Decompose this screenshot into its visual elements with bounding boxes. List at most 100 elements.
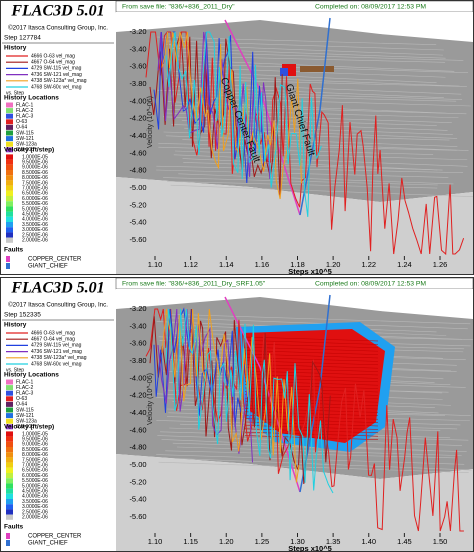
y-axis-label: Velocity (10^-06) <box>147 96 154 148</box>
velocity-swatch <box>6 201 13 207</box>
y-tick-label: -3.20 <box>129 27 146 36</box>
velocity-swatch <box>6 164 13 170</box>
y-tick-label: -4.40 <box>129 408 146 417</box>
bench-line <box>163 131 450 141</box>
location-label: SW-123a <box>16 419 37 425</box>
bench-line <box>165 135 458 147</box>
velocity-label: 6.5000E-06 <box>22 468 48 474</box>
velocity-swatch <box>6 159 13 165</box>
panel: FLAC3D 5.01 ©2017 Itasca Consulting Group… <box>0 277 474 552</box>
location-swatch <box>6 390 13 396</box>
velocity-swatch <box>6 227 13 233</box>
velocity-label: 4.0000E-06 <box>22 494 48 500</box>
velocity-label: 7.5000E-06 <box>22 180 48 186</box>
software-title: FLAC3D 5.01 <box>10 3 104 20</box>
fault-trace <box>299 17 331 216</box>
terrain-lower <box>116 454 473 551</box>
zone-hatch <box>244 408 379 413</box>
velocity-label: 5.5000E-06 <box>22 201 48 207</box>
zone-hatch <box>244 404 379 410</box>
velocity-label: 2.5000E-06 <box>22 232 48 238</box>
y-tick-label: -3.60 <box>129 62 146 71</box>
velocity-label: 4.0000E-06 <box>22 217 48 223</box>
velocity-swatch <box>6 154 13 160</box>
vs-step: vs. Step <box>6 91 24 97</box>
velocity-label: 9.0000E-06 <box>22 442 48 448</box>
location-swatch <box>6 396 13 402</box>
velocity-label: 7.5000E-06 <box>22 457 48 463</box>
bench-line <box>167 181 438 189</box>
x-tick-label: 1.50 <box>433 537 448 546</box>
history-curve <box>153 307 245 427</box>
zone-hatch <box>244 411 379 417</box>
zone-hatch <box>244 346 379 352</box>
velocity-swatch <box>6 514 13 520</box>
step: Step 127784 <box>4 35 41 42</box>
velocity-swatch <box>6 488 13 494</box>
zone-hatch <box>244 353 379 359</box>
y-tick-label: -4.60 <box>129 425 146 434</box>
location-swatch <box>6 124 13 130</box>
x-tick-label: 1.26 <box>433 260 448 269</box>
x-tick-label: 1.10 <box>148 537 163 546</box>
bench-line <box>165 450 458 459</box>
history-curve <box>161 308 300 483</box>
velocity-swatch <box>6 452 13 458</box>
y-tick-label: -5.60 <box>129 512 146 521</box>
velocity-label: 8.5000E-06 <box>22 170 48 176</box>
velocity-swatch <box>6 216 13 222</box>
velocity-heading: Velocity (ft/step) <box>4 147 54 154</box>
history-label: 4768 SW-60c vel_mag <box>31 84 82 90</box>
location-label: FLAC-1 <box>16 379 33 385</box>
location-label: O-63 <box>16 119 27 125</box>
zone-hatch <box>244 343 379 349</box>
velocity-swatch <box>6 462 13 468</box>
history-curve <box>145 308 464 532</box>
location-swatch <box>6 379 13 385</box>
location-swatch <box>6 418 13 424</box>
faults-heading: Faults <box>4 524 24 531</box>
bench-line <box>164 108 459 119</box>
x-axis-label: Steps x10^5 <box>288 267 332 276</box>
velocity-swatch <box>6 190 13 196</box>
velocity-patch <box>280 68 288 76</box>
bench-line <box>178 173 454 185</box>
x-tick-label: 1.24 <box>397 260 412 269</box>
velocity-label: 3.5000E-06 <box>22 222 48 228</box>
bench-line <box>177 55 446 63</box>
x-tick-label: 1.35 <box>326 537 341 546</box>
x-tick-label: 1.45 <box>397 537 412 546</box>
history-label: 4667 O-64 vel_mag <box>31 337 75 343</box>
location-swatch <box>6 136 13 142</box>
bench-line <box>169 317 468 330</box>
x-tick-label: 1.15 <box>183 537 198 546</box>
fault-label: COPPER_CENTER <box>28 257 82 263</box>
bench-line <box>183 162 443 171</box>
legend: FLAC3D 5.01 ©2017 Itasca Consulting Group… <box>2 280 114 547</box>
velocity-label: 7.0000E-06 <box>22 186 48 192</box>
velocity-swatch <box>6 175 13 181</box>
history-label: 4729 SW-115 vel_mag <box>31 66 82 72</box>
velocity-label: 8.0000E-06 <box>22 175 48 181</box>
location-swatch <box>6 407 13 413</box>
zone-hatch <box>244 401 379 406</box>
location-label: SW-123a <box>16 142 37 148</box>
velocity-swatch <box>6 483 13 489</box>
velocity-swatch <box>6 196 13 202</box>
location-swatch <box>6 108 13 114</box>
x-tick-label: 1.14 <box>219 260 234 269</box>
location-label: SW-121 <box>16 136 34 142</box>
bench-line <box>156 169 449 178</box>
y-tick-label: -5.20 <box>129 200 146 209</box>
location-swatch <box>6 113 13 119</box>
location-label: FLAC-1 <box>16 102 33 108</box>
bench-line <box>165 44 443 56</box>
history-label: 4667 O-64 vel_mag <box>31 60 75 66</box>
header-source: From save file: "836/+836_2011_Dry_SRF1.… <box>122 280 266 287</box>
x-tick-label: 1.20 <box>219 537 234 546</box>
y-tick-label: -5.40 <box>129 495 146 504</box>
velocity-swatch <box>6 478 13 484</box>
velocity-label: 3.0000E-06 <box>22 227 48 233</box>
location-swatch <box>6 130 13 136</box>
panel: FLAC3D 5.01 ©2017 Itasca Consulting Group… <box>0 0 474 276</box>
